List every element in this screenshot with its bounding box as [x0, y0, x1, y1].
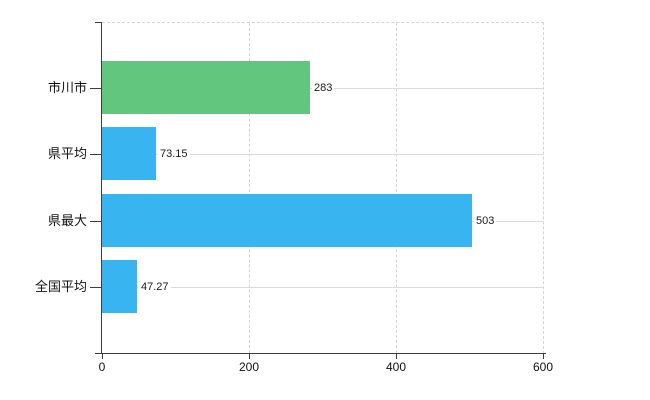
category-label: 県最大: [47, 213, 87, 228]
x-tick-label: 200: [238, 360, 260, 374]
x-axis: [95, 353, 546, 354]
y-axis-top-tick: [95, 22, 102, 23]
x-tick: [543, 353, 544, 359]
y-tick: [90, 287, 102, 288]
v-gridline: [249, 23, 250, 353]
x-tick: [102, 353, 103, 359]
h-gridline: [102, 287, 543, 288]
y-tick: [90, 88, 102, 89]
category-label: 市川市: [47, 80, 87, 95]
category-label: 県平均: [47, 146, 87, 161]
value-label: 73.15: [158, 147, 190, 161]
x-tick: [249, 353, 250, 359]
x-tick: [396, 353, 397, 359]
bar: [102, 61, 310, 114]
plot-area: [102, 22, 544, 354]
v-gridline: [396, 23, 397, 353]
value-label: 503: [474, 214, 497, 228]
h-gridline: [102, 154, 543, 155]
y-tick: [90, 221, 102, 222]
x-tick-label: 0: [98, 360, 106, 374]
category-label: 全国平均: [34, 279, 87, 294]
y-axis: [101, 22, 102, 354]
y-tick: [90, 154, 102, 155]
value-label: 47.27: [139, 280, 171, 294]
value-label: 283: [312, 81, 335, 95]
bar: [102, 127, 156, 180]
bar: [102, 194, 472, 247]
bar: [102, 260, 137, 313]
x-tick-label: 400: [385, 360, 407, 374]
x-tick-label: 600: [532, 360, 554, 374]
